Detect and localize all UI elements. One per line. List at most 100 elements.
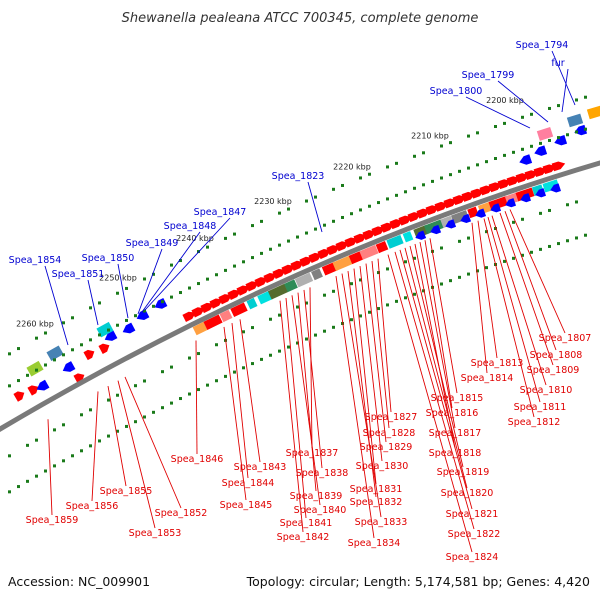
gene-label[interactable]: Spea_1834 <box>348 538 401 549</box>
scale-tick <box>485 230 488 234</box>
forward-gene <box>290 260 304 271</box>
gene-label[interactable]: Spea_1824 <box>446 552 499 563</box>
gene-label[interactable]: Spea_1821 <box>446 509 499 520</box>
gene-label[interactable]: Spea_1851 <box>52 269 105 280</box>
gene-label[interactable]: Spea_1838 <box>296 468 349 479</box>
gene-leader-line <box>404 247 468 489</box>
forward-gene <box>461 191 476 202</box>
gene-label[interactable]: Spea_1839 <box>290 491 343 502</box>
gene-label[interactable]: Spea_1827 <box>365 412 418 423</box>
gene-leader-line <box>353 268 377 485</box>
gene-label[interactable]: Spea_1818 <box>429 448 482 459</box>
forward-gene-feature <box>230 302 248 318</box>
gene-label[interactable]: Spea_1855 <box>100 486 153 497</box>
gene-label[interactable]: Spea_1809 <box>527 365 580 376</box>
forward-gene-feature <box>450 210 470 225</box>
forward-gene <box>344 237 358 248</box>
scale-tick <box>359 176 362 180</box>
gene-label[interactable]: Spea_1815 <box>431 393 484 404</box>
scale-tick <box>17 379 20 383</box>
gene-leader-line <box>371 261 390 429</box>
gene-label[interactable]: Spea_1828 <box>363 428 416 439</box>
scale-tick <box>152 304 155 308</box>
gene-label[interactable]: Spea_1808 <box>530 350 583 361</box>
scale-tick <box>449 279 452 283</box>
gene-label[interactable]: Spea_1832 <box>350 497 403 508</box>
genome-summary-text: Topology: circular; Length: 5,174,581 bp… <box>246 574 590 589</box>
gene-label[interactable]: Spea_1849 <box>126 238 179 249</box>
gene-label[interactable]: Spea_1844 <box>222 478 275 489</box>
gene-label[interactable]: Spea_1794 <box>516 40 569 51</box>
gene-label[interactable]: Spea_1843 <box>234 462 287 473</box>
scale-tick <box>215 273 218 277</box>
gene-label[interactable]: fur <box>551 58 564 69</box>
scale-tick <box>233 232 236 236</box>
scale-tick <box>413 292 416 296</box>
scale-tick <box>494 125 497 129</box>
gene-label[interactable]: Spea_1811 <box>514 402 567 413</box>
gene-label[interactable]: Spea_1820 <box>441 488 494 499</box>
scale-tick <box>233 264 236 268</box>
gene-leader-line <box>377 258 392 413</box>
gene-label[interactable]: Spea_1840 <box>294 505 347 516</box>
scale-tick <box>485 266 488 270</box>
gene-label[interactable]: Spea_1814 <box>461 373 514 384</box>
gene-label[interactable]: Spea_1813 <box>471 358 524 369</box>
gene-leader-line <box>307 181 323 233</box>
gene-label[interactable]: Spea_1841 <box>280 518 333 529</box>
gene-leader-line <box>387 254 473 553</box>
gene-label[interactable]: Spea_1846 <box>171 454 224 465</box>
scale-tick <box>530 112 533 116</box>
gene-label[interactable]: Spea_1800 <box>430 86 483 97</box>
forward-gene <box>407 212 422 223</box>
scale-tick <box>80 413 83 417</box>
gene-label[interactable]: Spea_1852 <box>155 508 208 519</box>
gene-feature <box>46 345 64 362</box>
scale-tick <box>188 356 191 360</box>
gene-label[interactable]: Spea_1837 <box>286 448 339 459</box>
scale-tick <box>251 326 254 330</box>
gene-leader-line <box>239 319 261 463</box>
forward-gene <box>416 208 431 219</box>
scale-tick <box>521 147 524 151</box>
scale-tick <box>368 172 371 176</box>
gene-label[interactable]: Spea_1812 <box>508 417 561 428</box>
gene-label[interactable]: Spea_1859 <box>26 515 79 526</box>
scale-tick <box>143 277 146 281</box>
scale-tick <box>89 338 92 342</box>
gene-label[interactable]: Spea_1833 <box>355 517 408 528</box>
scale-tick <box>521 115 524 119</box>
forward-gene <box>281 264 295 275</box>
scale-tick <box>125 318 128 322</box>
scale-tick <box>386 267 389 271</box>
scale-tick <box>8 490 11 494</box>
gene-label[interactable]: Spea_1830 <box>356 461 409 472</box>
scale-tick <box>80 343 83 347</box>
gene-label[interactable]: Spea_1799 <box>462 70 515 81</box>
scale-tick <box>548 244 551 248</box>
gene-label[interactable]: Spea_1848 <box>164 221 217 232</box>
scale-tick <box>494 157 497 161</box>
gene-label[interactable]: Spea_1842 <box>277 532 330 543</box>
gene-label[interactable]: Spea_1822 <box>448 529 501 540</box>
scale-tick <box>44 469 47 473</box>
gene-label[interactable]: Spea_1829 <box>360 442 413 453</box>
scale-tick <box>323 293 326 297</box>
gene-label[interactable]: Spea_1856 <box>66 501 119 512</box>
gene-label[interactable]: Spea_1854 <box>9 255 62 266</box>
scale-tick <box>71 316 74 320</box>
gene-label[interactable]: Spea_1845 <box>220 500 273 511</box>
gene-label[interactable]: Spea_1831 <box>350 484 403 495</box>
gene-leader-line <box>409 245 464 468</box>
gene-label[interactable]: Spea_1823 <box>272 171 325 182</box>
gene-label[interactable]: Spea_1810 <box>520 385 573 396</box>
gene-label[interactable]: Spea_1807 <box>539 333 592 344</box>
gene-label[interactable]: Spea_1853 <box>129 528 182 539</box>
gene-label[interactable]: Spea_1850 <box>82 253 135 264</box>
scale-tick <box>431 179 434 183</box>
gene-leader-line <box>359 265 383 462</box>
gene-leader-line <box>394 251 475 530</box>
gene-leader-line <box>483 218 535 418</box>
gene-label[interactable]: Spea_1847 <box>194 207 247 218</box>
forward-gene <box>551 161 566 172</box>
